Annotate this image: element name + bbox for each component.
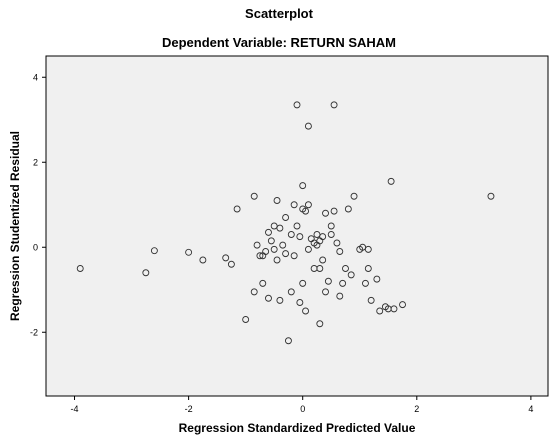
scatter-point [253, 241, 261, 249]
scatter-point [390, 305, 398, 313]
scatter-point [276, 224, 284, 232]
scatter-point [256, 252, 264, 260]
scatter-point [284, 337, 292, 345]
x-tick-label: 2 [414, 404, 419, 414]
scatter-point [287, 231, 295, 238]
scatter-point [324, 277, 332, 285]
plot-area [45, 55, 549, 397]
scatter-point [227, 260, 235, 268]
chart-subtitle: Dependent Variable: RETURN SAHAM [162, 35, 396, 50]
scatter-point [293, 222, 301, 230]
x-tick-label: -4 [71, 404, 79, 414]
scatter-point [279, 241, 287, 249]
scatter-point [399, 301, 406, 309]
scatter-point [376, 307, 384, 315]
scatter-point [304, 201, 312, 209]
scatter-point [290, 201, 298, 209]
scatter-point [282, 214, 290, 221]
scatter-point [316, 265, 324, 272]
y-axis-label: Regression Studentized Residual [8, 131, 22, 321]
scatter-point [76, 265, 84, 272]
y-tick-label: 0 [33, 242, 38, 252]
scatter-point [367, 296, 375, 304]
scatter-point [364, 265, 372, 272]
scatter-point [296, 299, 304, 306]
scatter-point [273, 197, 281, 204]
scatter-point [265, 294, 272, 302]
scatter-point [270, 245, 278, 253]
scatter-point [304, 122, 312, 130]
scatter-point [267, 237, 275, 245]
scatter-point [290, 252, 298, 260]
scatter-point [350, 192, 358, 200]
scatter-point [319, 233, 327, 241]
scatter-point [336, 248, 344, 255]
scatter-point [199, 256, 207, 264]
chart-title: Scatterplot [245, 6, 314, 21]
scatter-point [265, 228, 272, 236]
scatter-point [342, 265, 349, 272]
scatter-point [327, 231, 335, 238]
scatter-point [299, 279, 307, 287]
scatter-point [185, 248, 193, 256]
scatter-point [373, 275, 381, 283]
y-tick-label: 2 [33, 157, 38, 167]
scatter-point [250, 192, 258, 200]
scatter-point [319, 256, 327, 264]
scatter-point [282, 250, 290, 258]
scatter-point [330, 207, 338, 215]
data-points [76, 101, 495, 345]
scatter-point [150, 247, 158, 255]
scatter-point [222, 254, 230, 262]
scatter-point [262, 248, 270, 255]
scatter-point [259, 279, 267, 287]
scatter-point [287, 288, 295, 296]
scatter-point [299, 182, 307, 190]
x-axis-label: Regression Standardized Predicted Value [179, 421, 416, 435]
scatter-point [250, 288, 258, 296]
scatter-point [302, 307, 310, 315]
scatter-point [362, 279, 369, 287]
scatter-point [487, 192, 495, 200]
y-axis-ticks: -2 0 2 4 [30, 72, 46, 337]
scatter-point [336, 292, 344, 300]
scatter-point [322, 288, 329, 296]
scatter-point [316, 320, 324, 328]
scatter-point [233, 205, 241, 213]
scatter-point [322, 209, 329, 217]
scatter-point [339, 279, 347, 287]
scatter-point [242, 316, 250, 323]
x-tick-label: 4 [528, 404, 533, 414]
x-axis-ticks: -4 -2 0 2 4 [71, 396, 533, 414]
scatter-point [333, 239, 341, 247]
x-tick-label: -2 [185, 404, 193, 414]
x-tick-label: 0 [300, 404, 305, 414]
scatter-point [344, 205, 352, 213]
y-tick-label: -2 [30, 327, 38, 337]
scatter-point [293, 101, 301, 109]
scatter-point [330, 101, 338, 109]
scatter-point [276, 296, 284, 304]
y-tick-label: 4 [33, 72, 38, 82]
scatter-point [327, 222, 335, 230]
scatter-point [364, 245, 372, 253]
scatter-point [296, 233, 304, 241]
scatter-point [387, 177, 395, 185]
scatter-point [273, 256, 281, 264]
scatter-point [302, 207, 310, 215]
scatter-point [304, 245, 312, 253]
scatter-point [142, 269, 150, 277]
scatter-point [347, 271, 355, 279]
